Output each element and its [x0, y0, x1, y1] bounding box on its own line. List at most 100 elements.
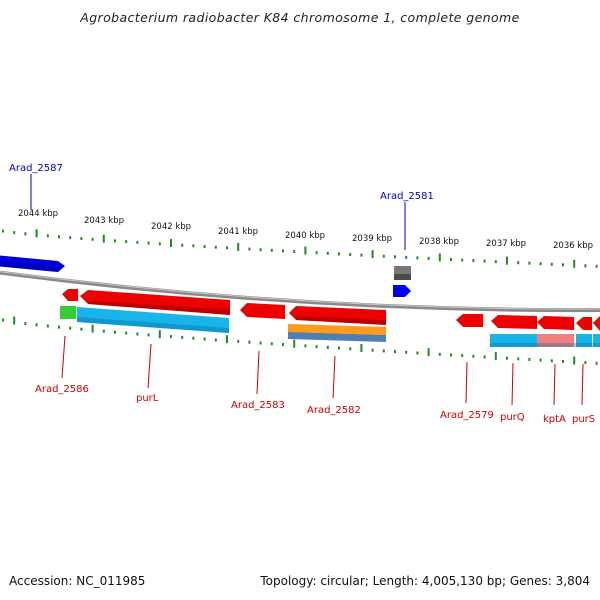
gene-arrow-purs[interactable]: [576, 317, 592, 330]
scale-label: 2040 kbp: [285, 231, 325, 241]
lower-gene-labels: Arad_2586 purL Arad_2583 Arad_2582 Arad_…: [35, 384, 595, 425]
scale-minor-tick: [125, 240, 128, 244]
scale-minor-tick: [584, 361, 587, 365]
scale-label: 2037 kbp: [486, 239, 526, 249]
scale-major-tick: [304, 246, 307, 255]
scale-minor-tick: [517, 357, 520, 361]
scale-minor-tick: [461, 258, 464, 262]
scale-minor-tick: [550, 262, 553, 266]
scale-minor-tick: [483, 355, 486, 359]
gene-arrow-purq[interactable]: [491, 315, 537, 329]
scale-minor-tick: [237, 339, 240, 343]
gene-label-arad-2587[interactable]: Arad_2587: [9, 163, 63, 174]
gene-arrow-arad-2579[interactable]: [456, 314, 483, 327]
feature-purq-cyan[interactable]: [490, 334, 537, 347]
scale-major-tick: [494, 352, 497, 361]
scale-minor-tick: [427, 256, 430, 260]
leader-lines: [30, 174, 584, 406]
scale-major-tick: [360, 344, 363, 352]
feature-kpta-pink[interactable]: [537, 334, 574, 347]
scale-label: 2039 kbp: [352, 234, 392, 244]
scale-minor-tick: [562, 359, 564, 363]
scale-minor-tick: [248, 340, 251, 344]
gene-label-kpta[interactable]: kptA: [543, 414, 566, 425]
leader-line-arad-2586: [61, 335, 66, 379]
scale-minor-tick: [46, 324, 49, 328]
gene-arrow-arad-2583[interactable]: [240, 303, 285, 319]
scale-minor-tick: [192, 336, 195, 340]
scale-label: 2042 kbp: [151, 222, 191, 232]
scale-minor-tick: [248, 247, 251, 251]
scale-minor-tick: [349, 253, 352, 256]
scale-minor-tick: [405, 255, 408, 259]
leader-line-purl: [147, 343, 152, 389]
upper-gene-labels: Arad_2587 Arad_2581: [9, 163, 434, 202]
scale-major-tick: [226, 335, 228, 344]
feature-offscreen-cyan[interactable]: [593, 334, 600, 347]
scale-major-tick: [91, 324, 94, 333]
feature-arad-2582-steel[interactable]: [288, 332, 386, 342]
scale-minor-tick: [562, 263, 564, 267]
scale-minor-tick: [259, 341, 262, 345]
feature-arad-2586-green[interactable]: [60, 306, 76, 319]
gene-arrow-arad-2587[interactable]: [0, 255, 65, 272]
gene-label-arad-2581[interactable]: Arad_2581: [380, 191, 434, 202]
chromosome-backbone-highlight: [0, 271, 600, 310]
gene-label-purl[interactable]: purL: [136, 393, 159, 404]
scale-minor-tick: [450, 258, 452, 261]
scale-minor-tick: [181, 335, 184, 339]
scale-minor-tick: [550, 359, 553, 363]
scale-minor-tick: [461, 354, 464, 358]
gene-label-arad-2582[interactable]: Arad_2582: [307, 405, 361, 416]
gene-label-arad-2583[interactable]: Arad_2583: [231, 400, 285, 411]
scale-minor-tick: [214, 245, 217, 249]
scale-major-tick: [438, 253, 441, 262]
scale-minor-tick: [349, 347, 352, 351]
leader-line-arad-2582: [332, 355, 336, 399]
gene-label-purq[interactable]: purQ: [500, 412, 525, 423]
scale-major-tick: [427, 348, 430, 357]
scale-minor-tick: [506, 356, 508, 360]
scale-major-tick: [158, 330, 161, 339]
scale-minor-tick: [326, 345, 329, 349]
scale-major-tick: [573, 259, 576, 268]
gene-arrow-shade: [88, 301, 230, 315]
scale-minor-tick: [91, 237, 94, 241]
scale-minor-tick: [494, 260, 497, 264]
scale-major-tick: [35, 229, 38, 238]
gene-arrow-arad-2586[interactable]: [62, 289, 78, 301]
upper-strand-features: [0, 255, 411, 297]
leader-line-purs: [581, 363, 584, 406]
feature-arad-2582-orange[interactable]: [288, 324, 386, 335]
scale-minor-tick: [282, 343, 284, 346]
scale-minor-tick: [114, 239, 116, 243]
lower-scale: [2, 316, 598, 365]
scale-minor-tick: [394, 350, 396, 354]
scale-minor-tick: [472, 259, 475, 263]
scale-minor-tick: [371, 348, 374, 352]
scale-major-tick: [237, 242, 240, 251]
scale-minor-tick: [472, 354, 475, 358]
scale-minor-tick: [2, 229, 4, 233]
feature-purs-cyan[interactable]: [576, 334, 592, 347]
scale-minor-tick: [102, 329, 105, 333]
gene-arrow-kpta[interactable]: [537, 316, 574, 330]
scale-minor-tick: [259, 248, 262, 252]
feature-shade: [77, 317, 229, 333]
gene-label-purs[interactable]: purS: [572, 414, 595, 425]
leader-line-arad-2579: [465, 361, 468, 404]
upper-scale: [2, 229, 598, 268]
gene-arrow-arad-2581[interactable]: [393, 285, 411, 297]
scale-minor-tick: [181, 243, 184, 247]
scale-minor-tick: [114, 330, 116, 334]
gene-arrow-offscreen[interactable]: [593, 316, 600, 331]
scale-minor-tick: [595, 361, 598, 365]
scale-minor-tick: [539, 358, 542, 362]
scale-minor-tick: [270, 248, 273, 252]
scale-minor-tick: [315, 251, 318, 255]
scale-minor-tick: [147, 241, 150, 245]
gene-label-arad-2579[interactable]: Arad_2579: [440, 410, 494, 421]
lower-strand-features: [60, 289, 600, 347]
chromosome-backbone: [0, 270, 600, 313]
gene-label-arad-2586[interactable]: Arad_2586: [35, 384, 89, 395]
